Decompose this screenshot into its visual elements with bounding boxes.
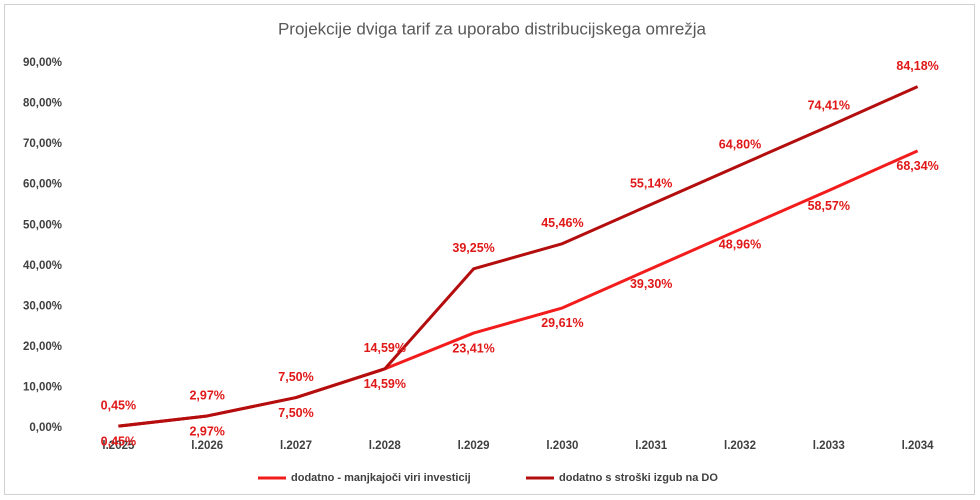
data-label: 0,45% bbox=[101, 434, 136, 448]
data-label: 84,18% bbox=[896, 59, 938, 73]
data-label: 74,41% bbox=[808, 99, 850, 113]
data-label: 48,96% bbox=[719, 238, 761, 252]
data-label: 7,50% bbox=[278, 406, 313, 420]
x-tick-label: l.2028 bbox=[369, 440, 402, 452]
x-tick-label: l.2030 bbox=[546, 440, 578, 452]
data-label: 39,30% bbox=[630, 277, 672, 291]
data-label: 0,45% bbox=[101, 398, 136, 412]
series-line bbox=[118, 85, 919, 428]
y-tick-label: 40,00% bbox=[23, 260, 62, 272]
data-label: 39,25% bbox=[452, 241, 494, 255]
y-tick-label: 80,00% bbox=[23, 98, 62, 110]
x-tick-label: l.2034 bbox=[902, 440, 935, 452]
data-label: 7,50% bbox=[278, 370, 313, 384]
y-tick-label: 90,00% bbox=[23, 57, 62, 69]
x-tick-label: l.2029 bbox=[458, 440, 490, 452]
x-tick-label: l.2026 bbox=[191, 440, 223, 452]
chart-frame bbox=[4, 4, 975, 495]
y-tick-label: 60,00% bbox=[23, 179, 62, 191]
data-label: 14,59% bbox=[364, 377, 406, 391]
data-label: 58,57% bbox=[808, 199, 850, 213]
y-tick-label: 10,00% bbox=[23, 381, 62, 393]
x-tick-label: l.2031 bbox=[635, 440, 668, 452]
data-label: 64,80% bbox=[719, 137, 761, 151]
y-tick-label: 50,00% bbox=[23, 219, 62, 231]
data-label: 68,34% bbox=[896, 159, 938, 173]
x-tick-label: l.2032 bbox=[724, 440, 756, 452]
chart-title: Projekcije dviga tarif za uporabo distri… bbox=[278, 19, 707, 38]
y-tick-label: 70,00% bbox=[23, 138, 62, 150]
x-tick-label: l.2033 bbox=[813, 440, 845, 452]
data-label: 29,61% bbox=[541, 316, 583, 330]
data-label: 45,46% bbox=[541, 216, 583, 230]
x-tick-label: l.2027 bbox=[280, 440, 312, 452]
data-label: 23,41% bbox=[452, 341, 494, 355]
legend-label: dodatno - manjkajoči viri investicij bbox=[291, 472, 471, 484]
y-tick-label: 30,00% bbox=[23, 300, 62, 312]
x-tick-label: l.2025 bbox=[102, 440, 135, 452]
y-tick-label: 0,00% bbox=[29, 422, 62, 434]
data-label: 2,97% bbox=[189, 424, 224, 438]
data-label: 14,59% bbox=[364, 341, 406, 355]
legend-label: dodatno s stroški izgub na DO bbox=[559, 472, 718, 484]
data-label: 2,97% bbox=[189, 388, 224, 402]
data-label: 55,14% bbox=[630, 177, 672, 191]
y-tick-label: 20,00% bbox=[23, 341, 62, 353]
